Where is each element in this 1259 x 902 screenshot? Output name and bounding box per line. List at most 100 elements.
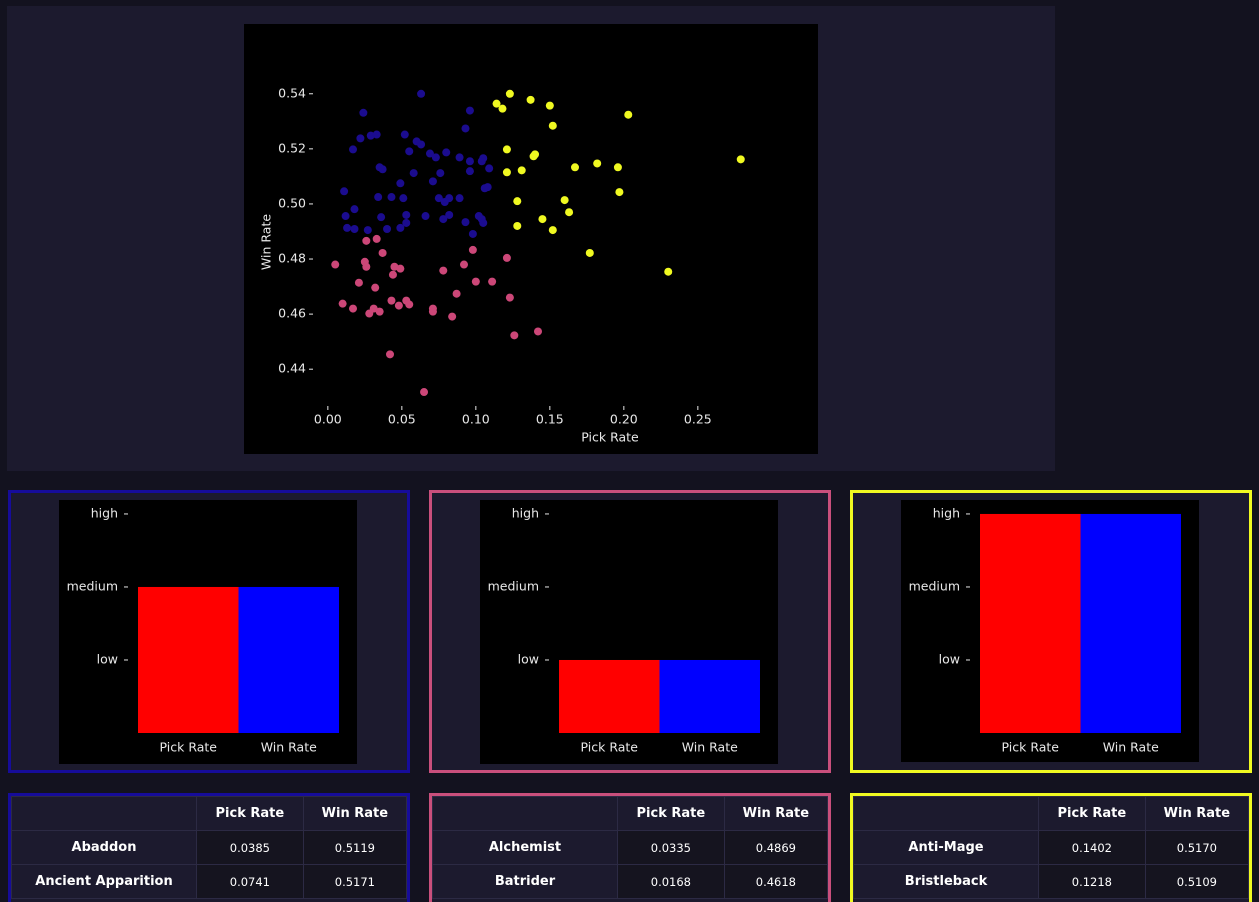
point bbox=[417, 140, 426, 149]
point bbox=[402, 218, 411, 227]
point bbox=[529, 152, 538, 161]
cell: 0.4869 bbox=[723, 830, 828, 865]
row-name: Alchemist bbox=[432, 830, 618, 865]
bar bbox=[980, 513, 1081, 733]
point bbox=[356, 134, 365, 143]
y-tick-label: medium bbox=[909, 578, 960, 593]
table-panel: Pick Rate Win Rate Anti-Mage 0.1402 0.5170 Br… bbox=[850, 793, 1252, 902]
row-name: Bristleback bbox=[853, 864, 1039, 899]
point bbox=[526, 95, 535, 104]
point bbox=[425, 149, 434, 158]
point bbox=[350, 225, 359, 234]
point bbox=[585, 248, 594, 257]
point bbox=[354, 278, 363, 287]
y-tick-label: 0.44 bbox=[278, 361, 306, 376]
table-row: Anti-Mage 0.1402 0.5170 bbox=[853, 830, 1249, 865]
point bbox=[378, 248, 387, 257]
point bbox=[428, 177, 437, 186]
point bbox=[479, 218, 488, 227]
header-cell: Pick Rate bbox=[1038, 796, 1146, 831]
point bbox=[372, 130, 381, 139]
point bbox=[615, 188, 624, 197]
point bbox=[548, 226, 557, 235]
point bbox=[340, 187, 349, 196]
point bbox=[420, 388, 429, 397]
point bbox=[513, 197, 522, 206]
point bbox=[359, 108, 368, 117]
point bbox=[331, 260, 340, 269]
point bbox=[374, 193, 383, 202]
cell: 0.1402 bbox=[1038, 830, 1146, 865]
point bbox=[505, 89, 514, 98]
scatter-chart: 0.00 0.05 0.10 0.15 0.20 0.25 0.44 0.46 0.48 0.50… bbox=[244, 24, 818, 454]
x-tick-label: 0.25 bbox=[684, 412, 712, 427]
point bbox=[593, 159, 602, 168]
row-name: Anti-Mage bbox=[853, 830, 1039, 865]
bar-chart: low medium high Pick Rate Win Rate bbox=[480, 500, 778, 764]
header-cell: Pick Rate bbox=[617, 796, 725, 831]
x-tick-label: Pick Rate bbox=[1002, 740, 1060, 755]
cell: 0.4618 bbox=[723, 864, 828, 899]
point bbox=[442, 148, 451, 157]
header-row: Pick Rate Win Rate bbox=[432, 796, 828, 831]
header-row: Pick Rate Win Rate bbox=[853, 796, 1249, 831]
table-panel: Pick Rate Win Rate Alchemist 0.0335 0.4869 Ba… bbox=[429, 793, 831, 902]
point bbox=[417, 89, 426, 98]
point bbox=[396, 223, 405, 232]
point bbox=[461, 124, 470, 133]
point bbox=[349, 304, 357, 313]
point bbox=[664, 267, 673, 276]
point bbox=[461, 218, 470, 227]
point bbox=[372, 234, 381, 243]
point bbox=[548, 121, 557, 130]
row-name: Abaddon bbox=[11, 830, 197, 865]
bar bbox=[1080, 513, 1181, 733]
cell: 0.0385 bbox=[196, 830, 304, 865]
x-tick-label: Win Rate bbox=[682, 740, 738, 755]
point bbox=[465, 157, 474, 166]
data-table: Pick Rate Win Rate Abaddon 0.0385 0.5119 Anci… bbox=[11, 796, 407, 899]
point bbox=[624, 110, 633, 119]
point bbox=[448, 312, 457, 321]
x-tick-label: 0.10 bbox=[462, 412, 490, 427]
point bbox=[396, 264, 405, 273]
point bbox=[377, 213, 386, 222]
point bbox=[485, 164, 494, 173]
y-tick-label: high bbox=[512, 505, 539, 520]
x-axis-label: Pick Rate bbox=[581, 430, 639, 445]
bar-chart: low medium high Pick Rate Win Rate bbox=[59, 500, 357, 764]
data-table: Pick Rate Win Rate Anti-Mage 0.1402 0.5170 Br… bbox=[853, 796, 1249, 899]
point bbox=[338, 299, 347, 308]
point bbox=[488, 277, 497, 286]
point bbox=[571, 163, 579, 172]
point bbox=[362, 236, 371, 245]
y-tick-label: 0.50 bbox=[278, 195, 306, 210]
point bbox=[560, 196, 569, 205]
table-row: Bristleback 0.1218 0.5109 bbox=[853, 864, 1249, 899]
point bbox=[350, 205, 359, 214]
point bbox=[341, 212, 350, 221]
point bbox=[396, 179, 405, 188]
table-panel: Pick Rate Win Rate Abaddon 0.0385 0.5119 Anci… bbox=[8, 793, 410, 902]
point bbox=[479, 154, 488, 163]
x-tick-label: Pick Rate bbox=[160, 740, 218, 755]
table-row: Batrider 0.0168 0.4618 bbox=[432, 864, 828, 899]
x-tick-label: Win Rate bbox=[1103, 740, 1159, 755]
header-cell: Win Rate bbox=[302, 796, 407, 831]
y-tick-label: 0.46 bbox=[278, 306, 306, 321]
y-tick-label: 0.52 bbox=[278, 140, 306, 155]
point bbox=[452, 289, 461, 298]
point bbox=[565, 208, 574, 217]
bar bbox=[559, 659, 660, 733]
y-axis-label: Win Rate bbox=[259, 214, 274, 270]
point bbox=[343, 223, 352, 232]
point bbox=[394, 301, 403, 310]
point bbox=[365, 309, 374, 318]
header-cell bbox=[11, 796, 197, 831]
cell: 0.0168 bbox=[617, 864, 725, 899]
row-name: Batrider bbox=[432, 864, 618, 899]
header-row: Pick Rate Win Rate bbox=[11, 796, 407, 831]
cell: 0.0335 bbox=[617, 830, 725, 865]
point bbox=[534, 327, 542, 336]
point bbox=[405, 300, 414, 309]
